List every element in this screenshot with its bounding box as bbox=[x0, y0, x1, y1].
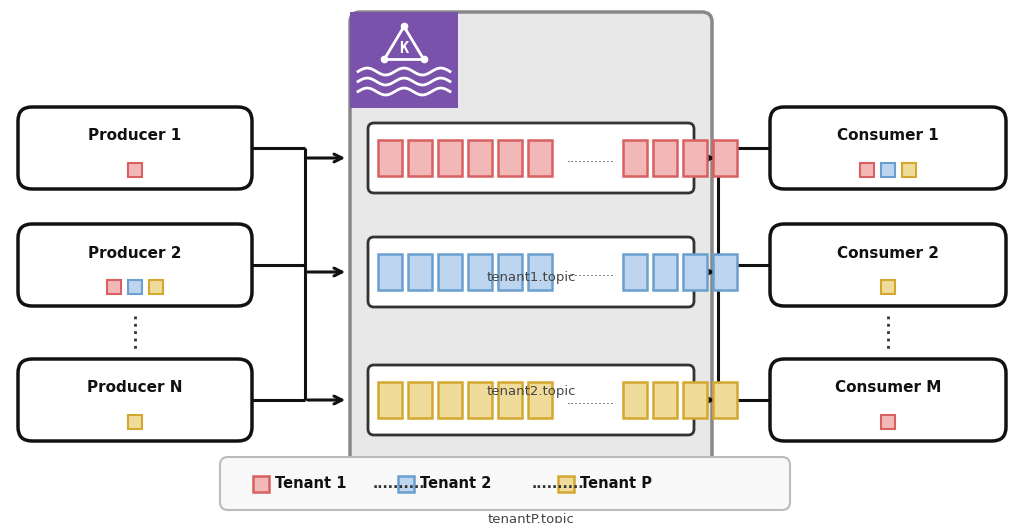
Bar bbox=[438, 382, 462, 418]
Text: Consumer 2: Consumer 2 bbox=[837, 245, 939, 260]
Text: tenant2.topic: tenant2.topic bbox=[486, 384, 575, 397]
Bar bbox=[881, 280, 895, 294]
Bar bbox=[498, 382, 522, 418]
FancyBboxPatch shape bbox=[368, 123, 694, 193]
Bar bbox=[398, 475, 414, 492]
FancyBboxPatch shape bbox=[770, 224, 1006, 306]
Bar bbox=[498, 140, 522, 176]
Bar bbox=[468, 254, 492, 290]
FancyBboxPatch shape bbox=[18, 224, 252, 306]
Text: Tenant 2: Tenant 2 bbox=[420, 476, 492, 491]
Bar bbox=[408, 140, 432, 176]
Text: ............: ............ bbox=[567, 266, 615, 279]
Text: Consumer 1: Consumer 1 bbox=[838, 129, 939, 143]
Bar bbox=[498, 254, 522, 290]
Text: ..........: .......... bbox=[373, 476, 426, 491]
FancyBboxPatch shape bbox=[368, 237, 694, 307]
Bar bbox=[881, 163, 895, 177]
Bar bbox=[713, 382, 737, 418]
Text: ............: ............ bbox=[567, 152, 615, 165]
Text: Tenant P: Tenant P bbox=[580, 476, 652, 491]
Bar bbox=[683, 382, 707, 418]
Text: Producer N: Producer N bbox=[87, 381, 182, 395]
Text: ..........: .......... bbox=[532, 476, 585, 491]
Bar bbox=[408, 382, 432, 418]
Bar bbox=[128, 280, 142, 294]
FancyBboxPatch shape bbox=[350, 12, 712, 488]
Bar bbox=[683, 254, 707, 290]
Bar bbox=[378, 140, 402, 176]
Bar bbox=[623, 254, 647, 290]
Bar bbox=[528, 382, 552, 418]
Bar bbox=[128, 163, 142, 177]
Bar bbox=[713, 254, 737, 290]
Text: Tenant 1: Tenant 1 bbox=[275, 476, 346, 491]
Bar bbox=[408, 254, 432, 290]
Bar bbox=[713, 140, 737, 176]
Bar bbox=[881, 415, 895, 429]
FancyBboxPatch shape bbox=[220, 457, 790, 510]
Text: tenant1.topic: tenant1.topic bbox=[486, 270, 575, 283]
FancyBboxPatch shape bbox=[18, 359, 252, 441]
Bar bbox=[128, 415, 142, 429]
Bar bbox=[558, 475, 574, 492]
Bar bbox=[860, 163, 874, 177]
Bar bbox=[350, 12, 458, 108]
Bar bbox=[253, 475, 269, 492]
Text: K: K bbox=[399, 41, 409, 56]
Bar bbox=[150, 280, 163, 294]
Bar bbox=[902, 163, 916, 177]
Text: Producer 2: Producer 2 bbox=[88, 245, 181, 260]
Bar bbox=[653, 254, 677, 290]
Text: ............: ............ bbox=[567, 393, 615, 406]
Bar bbox=[106, 280, 121, 294]
Bar bbox=[683, 140, 707, 176]
Bar bbox=[528, 140, 552, 176]
FancyBboxPatch shape bbox=[368, 365, 694, 435]
Bar bbox=[623, 382, 647, 418]
FancyBboxPatch shape bbox=[770, 107, 1006, 189]
Bar bbox=[623, 140, 647, 176]
Bar bbox=[438, 254, 462, 290]
Text: Producer 1: Producer 1 bbox=[88, 129, 181, 143]
Bar bbox=[528, 254, 552, 290]
Bar bbox=[468, 382, 492, 418]
Bar bbox=[378, 382, 402, 418]
Text: Consumer M: Consumer M bbox=[835, 381, 941, 395]
Bar bbox=[468, 140, 492, 176]
Bar bbox=[653, 382, 677, 418]
Text: tenantP.topic: tenantP.topic bbox=[487, 513, 574, 523]
Bar bbox=[438, 140, 462, 176]
Bar bbox=[653, 140, 677, 176]
Bar bbox=[378, 254, 402, 290]
FancyBboxPatch shape bbox=[770, 359, 1006, 441]
FancyBboxPatch shape bbox=[18, 107, 252, 189]
